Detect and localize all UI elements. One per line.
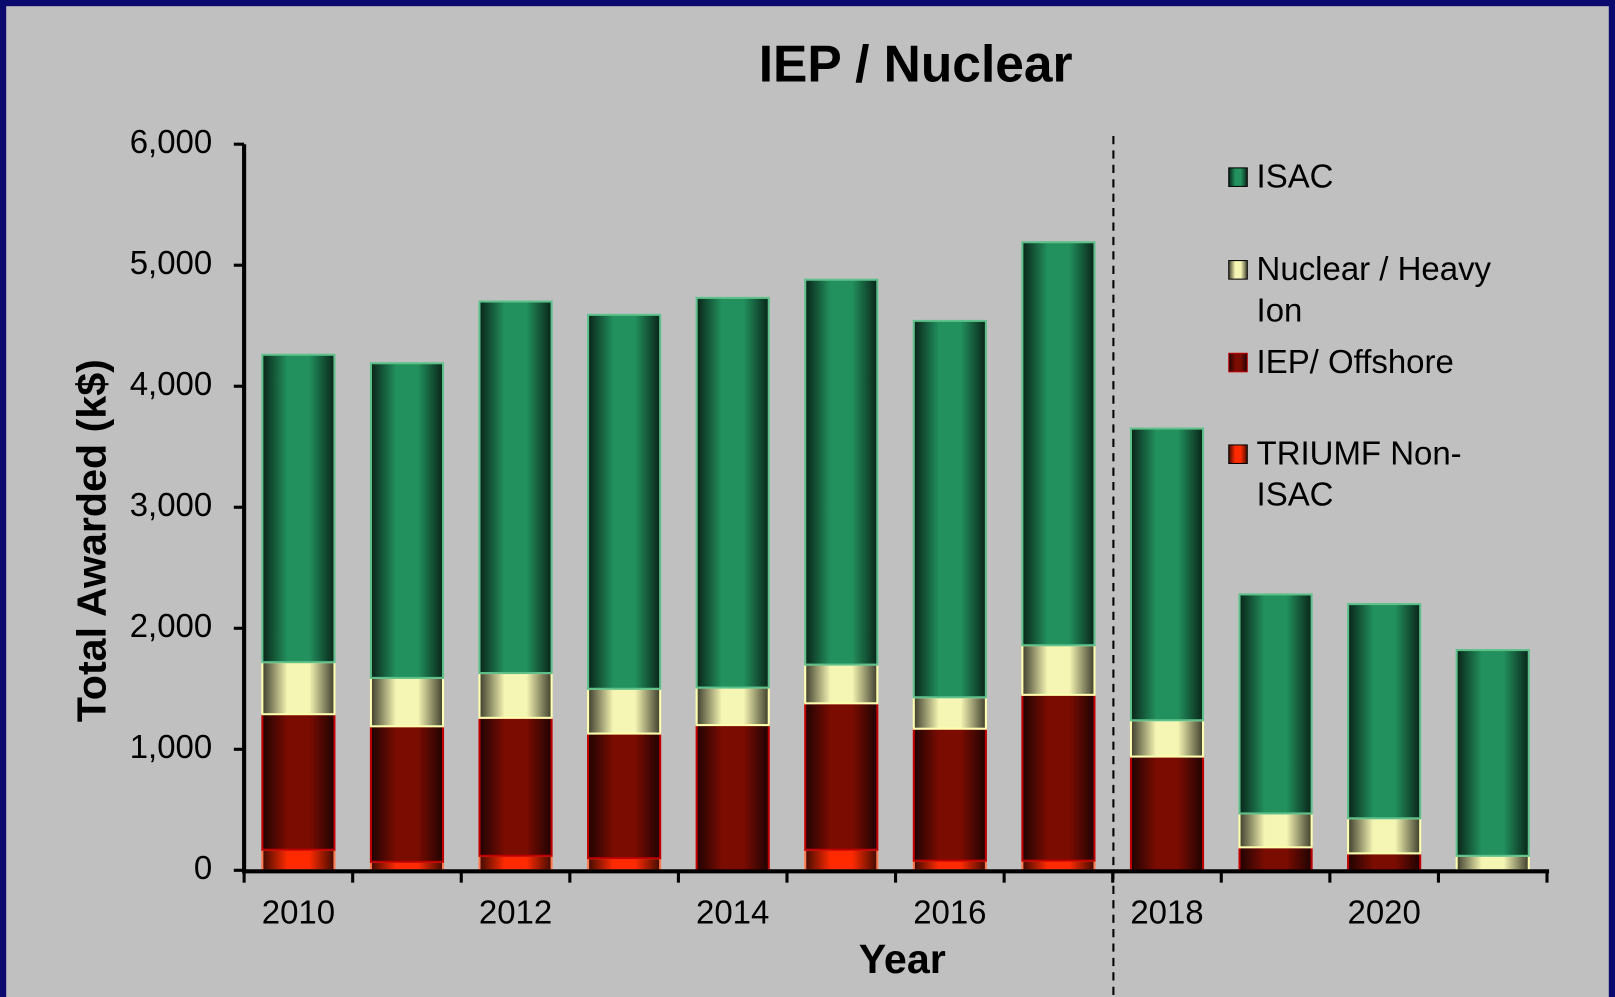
y-tick-label: 3,000 [130,486,212,523]
legend-label: Nuclear / Heavy Ion [1256,250,1492,329]
bar-segment [261,353,336,664]
bar-segment [1129,755,1205,872]
bar-segment [587,732,662,860]
bar-segment [1021,859,1096,872]
bar-segment [912,696,987,730]
bar-segment [478,672,553,719]
chart-title: IEP / Nuclear [759,35,1073,93]
y-tick-label: 2,000 [130,607,212,644]
bar-segment [369,676,445,728]
bar-segment [1021,644,1096,696]
bar-segment [695,724,770,872]
bar-segment [1129,719,1205,758]
bar-segment [1021,693,1096,862]
bar-segment [369,362,445,679]
x-tick-label: 2020 [1348,893,1421,930]
bar-segment [695,686,770,727]
legend-swatch [1228,444,1248,464]
bar-segment [1238,812,1313,849]
bar-segment [912,727,987,862]
legend-entry: IEP/ Offshore [1256,342,1454,381]
legend-entry: TRIUMF Non-ISAC [1256,434,1462,513]
bar-segment [1455,649,1530,857]
y-tick-label: 5,000 [130,244,212,281]
x-tick-label: 2016 [913,893,986,930]
legend: ISAC Nuclear / Heavy Ion IEP/ Offshore TRIU… [1228,157,1492,513]
bar-segment [587,313,662,690]
bars [261,241,1530,872]
bar-segment [1455,854,1530,872]
bar-segment [1238,846,1313,872]
legend-entry: Nuclear / Heavy Ion [1256,250,1492,329]
bar-segment [587,687,662,735]
bar-segment [912,859,987,872]
x-tick-label: 2018 [1130,893,1203,930]
bar-segment [804,663,879,705]
bar-segment [369,725,445,863]
legend-swatch [1228,167,1248,187]
bar-segment [261,661,336,716]
y-axis-label: Total Awarded (k$) [69,359,115,722]
legend-label: ISAC [1256,157,1334,195]
legend-label: TRIUMF Non-ISAC [1256,434,1462,513]
x-axis-label: Year [859,936,946,982]
bar-segment [587,857,662,872]
legend-swatch [1228,260,1248,280]
bar-segment [261,848,336,872]
y-tick-label: 6,000 [130,123,212,160]
bar-segment [1347,817,1422,855]
bar-segment [369,860,445,872]
bar-segment [1238,593,1313,815]
x-tick-label: 2012 [479,893,552,930]
bar-segment [804,278,879,666]
x-tick-label: 2014 [696,893,769,930]
y-tick-label: 4,000 [130,365,212,402]
bar-segment [912,319,987,699]
y-tick-label: 1,000 [130,728,212,765]
bar-segment [261,713,336,851]
bar-segment [804,702,879,851]
y-tick-label: 0 [194,849,212,886]
bar-segment [1021,241,1096,647]
bar-segment [1347,603,1422,820]
bar-segment [804,848,879,872]
bar-segment [695,296,770,689]
legend-label: IEP/ Offshore [1256,342,1454,381]
bar-segment [478,716,553,857]
bar-segment [478,300,553,675]
legend-swatch [1228,352,1248,373]
bar-segment [1129,427,1205,722]
bar-segment [1347,852,1422,872]
x-tick-label: 2010 [262,893,335,930]
bar-segment [478,854,553,872]
legend-entry: ISAC [1256,157,1334,195]
